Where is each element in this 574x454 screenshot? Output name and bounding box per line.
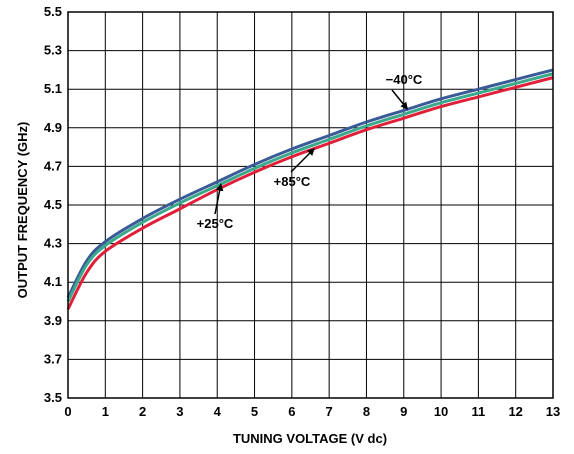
x-tick-label: 2 [139,404,146,419]
annotation-label: +85°C [274,174,311,189]
series-line [66,72,554,303]
x-tick-label: 0 [64,404,71,419]
x-tick-label: 8 [363,404,370,419]
y-tick-label: 5.3 [44,43,62,58]
x-tick-label: 13 [546,404,560,419]
plot-frame [67,11,554,399]
x-tick-label: 12 [508,404,522,419]
annotation-arrow [391,89,409,110]
annotations: −40°C +85°C +25°C [197,72,423,231]
x-tick-label: 10 [434,404,448,419]
annotation-label: −40°C [386,72,423,87]
annotation-label: +25°C [197,216,234,231]
grid [67,11,554,399]
y-tick-label: 4.1 [44,274,62,289]
x-axis-title: TUNING VOLTAGE (V dc) [233,431,387,446]
y-tick-label: 4.5 [44,197,62,212]
x-tick-label: 6 [288,404,295,419]
x-tick-label: 7 [326,404,333,419]
y-tick-label: 5.5 [44,4,62,19]
x-tick-label: 9 [400,404,407,419]
y-tick-label: 3.5 [44,390,62,405]
x-tick-label: 5 [251,404,258,419]
annotation-arrow [214,183,224,215]
x-tick-label: 11 [472,404,486,419]
y-axis-title: OUTPUT FREQUENCY (GHz) [15,122,30,299]
annotation-arrow [290,148,315,173]
x-tick-labels: 0 1 2 3 4 5 6 7 8 9 10 11 12 13 [64,404,560,419]
series-lines [66,68,554,310]
y-tick-label: 3.9 [44,313,62,328]
y-tick-label: 4.3 [44,236,62,251]
x-tick-label: 3 [176,404,183,419]
y-tick-label: 4.9 [44,120,62,135]
y-tick-label: 3.7 [44,351,62,366]
series-line [66,68,554,299]
x-tick-label: 4 [214,404,222,419]
series-line [66,76,554,310]
y-tick-label: 4.7 [44,158,62,173]
y-tick-labels: 3.5 3.7 3.9 4.1 4.3 4.5 4.7 4.9 5.1 5.3 5.5 [44,4,62,405]
x-tick-label: 1 [102,404,109,419]
y-tick-label: 5.1 [44,81,62,96]
